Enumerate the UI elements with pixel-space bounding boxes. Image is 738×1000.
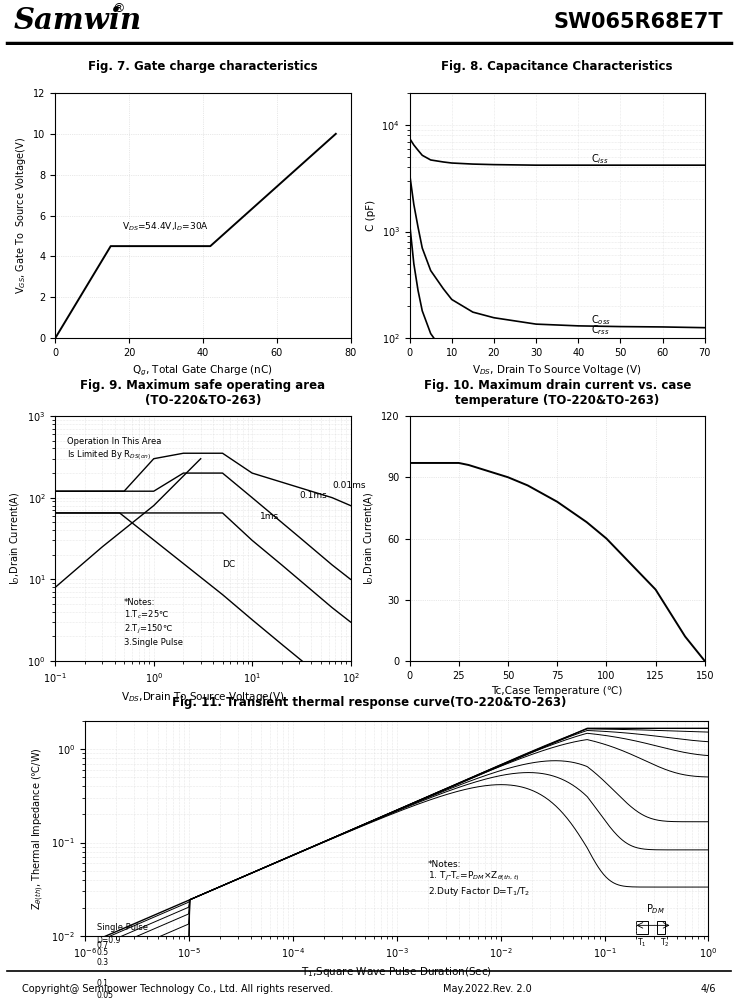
Text: *Notes:
1.T$_c$=25℃
2.T$_j$=150℃
3.Single Pulse: *Notes: 1.T$_c$=25℃ 2.T$_j$=150℃ 3.Singl…: [124, 598, 183, 647]
Text: Single Pulse: Single Pulse: [97, 923, 148, 932]
Text: Samwin: Samwin: [13, 6, 142, 35]
X-axis label: Tc,Case Temperature (℃): Tc,Case Temperature (℃): [492, 686, 623, 696]
Text: Copyright@ Semipower Technology Co., Ltd. All rights reserved.: Copyright@ Semipower Technology Co., Ltd…: [22, 984, 334, 994]
Y-axis label: Z$_{\theta(th)}$, Thermal Impedance (℃/W): Z$_{\theta(th)}$, Thermal Impedance (℃/W…: [30, 747, 46, 910]
Text: ®: ®: [112, 2, 125, 15]
Text: Fig. 7. Gate charge characteristics: Fig. 7. Gate charge characteristics: [88, 60, 318, 73]
Text: 0.3: 0.3: [97, 958, 108, 967]
Text: C$_{rss}$: C$_{rss}$: [591, 324, 610, 337]
Bar: [636, 921, 648, 934]
Text: 0.1: 0.1: [97, 979, 108, 988]
Bar: [657, 921, 665, 934]
Text: 0.05: 0.05: [97, 991, 114, 1000]
Text: 0.01ms: 0.01ms: [332, 481, 365, 490]
Text: 0.1ms: 0.1ms: [299, 491, 327, 500]
X-axis label: V$_{DS}$, Drain To Source Voltage (V): V$_{DS}$, Drain To Source Voltage (V): [472, 363, 642, 377]
Text: May.2022.Rev. 2.0: May.2022.Rev. 2.0: [443, 984, 531, 994]
Text: SW065R68E7T: SW065R68E7T: [554, 12, 723, 32]
Text: V$_{DS}$=54.4V,I$_D$=30A: V$_{DS}$=54.4V,I$_D$=30A: [122, 221, 209, 233]
Text: 4/6: 4/6: [700, 984, 716, 994]
Text: 1ms: 1ms: [260, 512, 279, 521]
Text: P$_{DM}$: P$_{DM}$: [646, 902, 665, 916]
Text: Operation In This Area
Is Limited By R$_{DS(on)}$: Operation In This Area Is Limited By R$_…: [66, 437, 161, 462]
Text: Fig. 8. Capacitance Characteristics: Fig. 8. Capacitance Characteristics: [441, 60, 673, 73]
X-axis label: V$_{DS}$,Drain To Source Voltage(V): V$_{DS}$,Drain To Source Voltage(V): [121, 690, 285, 704]
Text: Fig. 10. Maximum drain current vs. case
temperature (TO-220&TO-263): Fig. 10. Maximum drain current vs. case …: [424, 379, 691, 407]
Y-axis label: I$_D$,Drain Current(A): I$_D$,Drain Current(A): [8, 492, 21, 585]
Text: 0.7: 0.7: [97, 941, 108, 950]
Text: T$_1$: T$_1$: [638, 937, 647, 949]
Text: C$_{oss}$: C$_{oss}$: [591, 313, 611, 327]
Y-axis label: C (pF): C (pF): [366, 200, 376, 231]
Y-axis label: I$_D$,Drain Current(A): I$_D$,Drain Current(A): [362, 492, 376, 585]
Text: Fig. 11. Transient thermal response curve(TO-220&TO-263): Fig. 11. Transient thermal response curv…: [172, 696, 566, 709]
Text: Fig. 9. Maximum safe operating area
(TO-220&TO-263): Fig. 9. Maximum safe operating area (TO-…: [80, 379, 325, 407]
X-axis label: Q$_g$, Total Gate Charge (nC): Q$_g$, Total Gate Charge (nC): [133, 363, 273, 378]
Text: 0.5: 0.5: [97, 948, 108, 957]
X-axis label: T$_1$,Square Wave Pulse Duration(Sec): T$_1$,Square Wave Pulse Duration(Sec): [301, 965, 492, 979]
Text: C$_{iss}$: C$_{iss}$: [591, 152, 609, 166]
Text: DC: DC: [223, 560, 235, 569]
Text: D=0.9: D=0.9: [97, 936, 121, 945]
Y-axis label: V$_{GS}$, Gate To  Source Voltage(V): V$_{GS}$, Gate To Source Voltage(V): [14, 137, 28, 294]
Text: *Notes:
1. T$_J$-T$_c$=P$_{DM}$×Z$_{\theta(th,t)}$
2.Duty Factor D=T$_1$/T$_2$: *Notes: 1. T$_J$-T$_c$=P$_{DM}$×Z$_{\the…: [428, 860, 531, 898]
Text: T$_2$: T$_2$: [660, 937, 669, 949]
